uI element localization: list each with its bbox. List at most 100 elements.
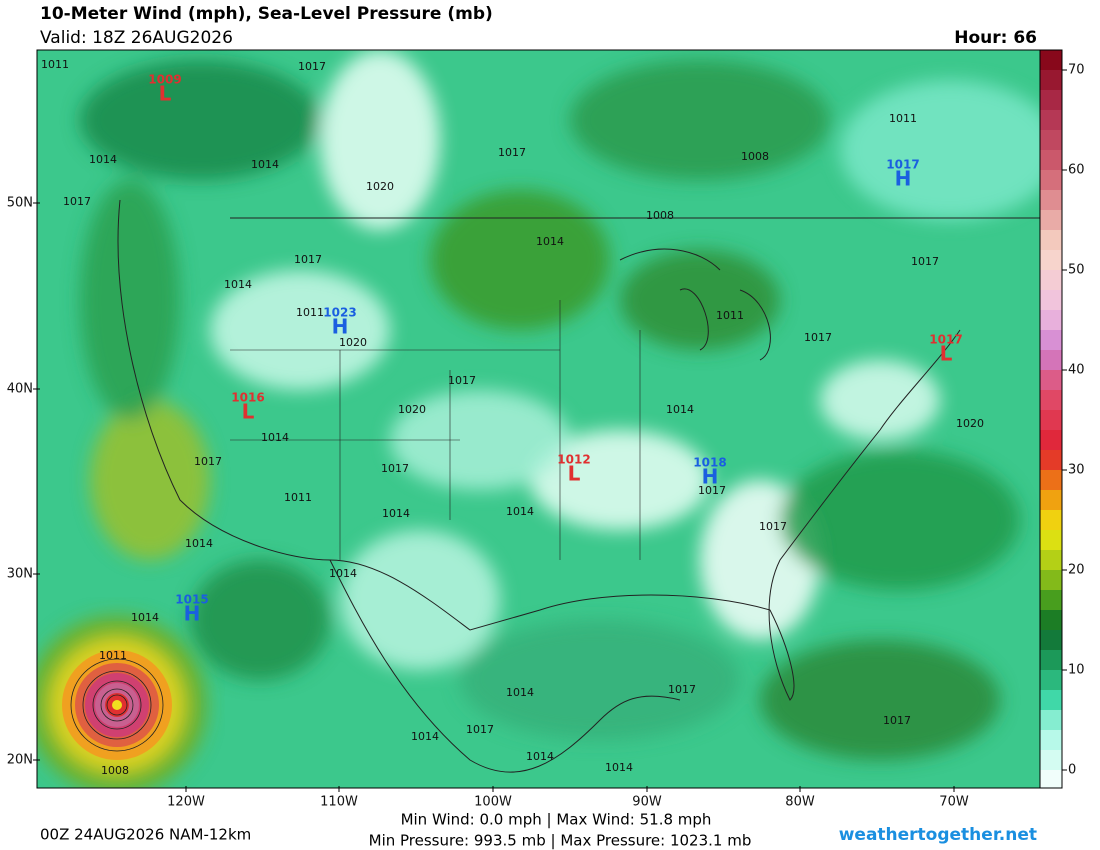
isobar [82,670,152,740]
hurricane [37,615,207,788]
colorbar-swatch [1040,310,1062,330]
center-pressure: 1018 [693,456,726,470]
colorbar-swatch [1040,90,1062,110]
model-run: 00Z 24AUG2026 NAM-12km [40,826,251,844]
colorbar-swatch [1040,470,1062,490]
wind-blob [780,450,1020,590]
lat-label: 40N [7,382,33,397]
colorbar-label: 10 [1068,663,1085,678]
isobar-label: 1014 [666,403,694,416]
isobar-label: 1011 [716,309,744,322]
center-pressure: 1009 [148,73,181,87]
isobar-label: 1020 [366,180,394,193]
colorbar-swatch [1040,710,1062,730]
isobar-label: 1011 [296,306,324,319]
isobar-label: 1008 [646,209,674,222]
colorbar-label: 70 [1068,63,1085,78]
lat-label: 20N [7,753,33,768]
isobar [70,658,164,752]
coastline [329,559,681,773]
colorbar-swatch [1040,230,1062,250]
wind-blob [90,400,210,560]
isobar-label: 1014 [261,431,289,444]
colorbar-swatch [1040,210,1062,230]
isobar-label: 1008 [741,150,769,163]
center-symbol: H [332,315,349,339]
center-pressure: 1016 [231,391,264,405]
colorbar-swatch [1040,130,1062,150]
site-link[interactable]: weathertogether.net [839,825,1037,845]
center-symbol: H [184,602,201,626]
wind-blob [840,80,1040,220]
colorbar-swatch [1040,430,1062,450]
isobar-label: 1011 [889,112,917,125]
wind-blob [530,430,710,530]
lon-label: 90W [632,795,662,810]
wind-blob [760,640,1000,760]
isobar-label: 1017 [194,455,222,468]
center-pressure: 1023 [323,306,356,320]
colorbar-swatch [1040,550,1062,570]
lon-label: 110W [320,795,358,810]
coastline [117,199,961,701]
colorbar-swatch [1040,590,1062,610]
colorbar-swatch [1040,110,1062,130]
isobar-label: 1011 [41,58,69,71]
wind-blob [620,250,780,350]
isobar-label: 1017 [381,462,409,475]
colorbar-swatch [1040,290,1062,310]
colorbar-swatch [1040,410,1062,430]
colorbar-swatch [1040,730,1062,750]
colorbar: 0 10 20 30 40 50 60 70 [1039,49,1085,789]
state-lines [230,300,641,560]
isobar-label: 1017 [466,723,494,736]
center-symbol: H [702,465,719,489]
wind-blob [570,60,830,180]
colorbar-swatch [1040,250,1062,270]
isobar-label: 1014 [506,505,534,518]
colorbar-label: 40 [1068,363,1085,378]
colorbar-swatch [1040,490,1062,510]
isobar-label: 1014 [382,507,410,520]
isobar-label: 1014 [411,730,439,743]
lon-label: 120W [167,795,205,810]
wind-blob [820,360,940,440]
lat-label: 50N [7,196,33,211]
isobar-label: 1017 [294,253,322,266]
colorbar-label: 0 [1068,763,1076,778]
isobar [100,688,134,722]
colorbar-swatch [1040,610,1062,630]
colorbar-swatch [1040,50,1062,70]
isobar-label: 1014 [605,761,633,774]
isobar-label: 1017 [498,146,526,159]
colorbar-swatch [1040,350,1062,370]
isobar-label: 1017 [698,484,726,497]
isobar-label: 1014 [251,158,279,171]
wind-field [80,50,1040,760]
title: 10-Meter Wind (mph), Sea-Level Pressure … [40,4,493,24]
isobar-label: 1017 [759,520,787,533]
center-pressure: 1015 [175,593,208,607]
wind-blob [190,560,330,680]
isobar-label: 1014 [131,611,159,624]
colorbar-frame [1039,49,1063,789]
colorbar-swatch [1040,370,1062,390]
colorbar-swatch [1040,70,1062,90]
lakes [619,248,771,361]
colorbar-label: 20 [1068,563,1085,578]
isobar-label: 1020 [956,417,984,430]
colorbar-swatch [1040,570,1062,590]
colorbar-swatch [1040,190,1062,210]
isobar-label: 1020 [398,403,426,416]
colorbar-swatch [1040,690,1062,710]
isobar-label: 1017 [883,714,911,727]
center-symbol: L [159,82,172,106]
isobar-label: 1014 [185,537,213,550]
forecast-hour: Hour: 66 [954,28,1037,48]
colorbar-swatch [1040,510,1062,530]
isobar-label: 1017 [298,60,326,73]
colorbar-swatch [1040,170,1062,190]
colorbar-swatch [1040,750,1062,770]
isobar-label: 1017 [804,331,832,344]
